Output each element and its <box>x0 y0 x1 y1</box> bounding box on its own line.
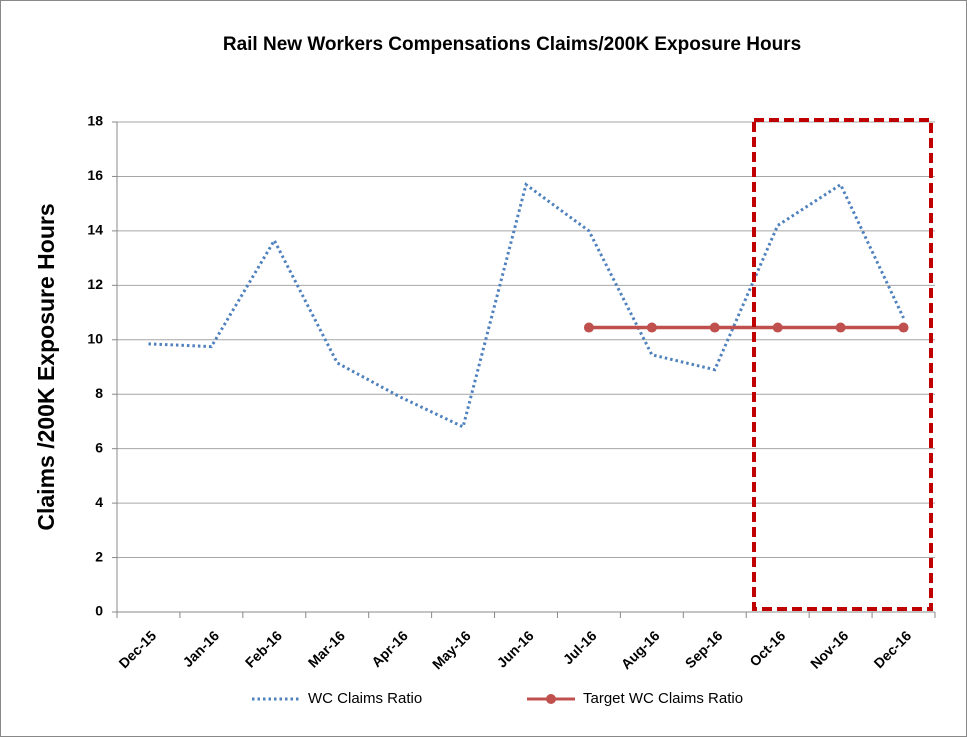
y-tick-label: 8 <box>95 385 103 401</box>
y-tick-label: 10 <box>87 330 103 346</box>
series-marker <box>583 322 594 333</box>
y-tick-label: 0 <box>95 603 103 619</box>
highlight-box <box>752 118 933 611</box>
y-tick-label: 18 <box>87 113 103 129</box>
series-marker <box>835 322 846 333</box>
y-tick-label: 2 <box>95 548 103 564</box>
y-tick-label: 16 <box>87 167 103 183</box>
y-tick-label: 6 <box>95 439 103 455</box>
y-tick-label: 4 <box>95 494 103 510</box>
series-marker <box>646 322 657 333</box>
chart-title: Rail New Workers Compensations Claims/20… <box>223 34 801 55</box>
y-tick-label: 14 <box>87 222 103 238</box>
legend-label: Target WC Claims Ratio <box>583 690 743 707</box>
series-line <box>148 182 905 430</box>
y-tick-label: 12 <box>87 276 103 292</box>
legend-label: WC Claims Ratio <box>308 690 422 707</box>
y-axis-title: Claims /200K Exposure Hours <box>33 203 59 530</box>
legend-marker <box>546 694 556 704</box>
series-marker <box>898 322 909 333</box>
series-marker <box>772 322 783 333</box>
series-marker <box>709 322 720 333</box>
